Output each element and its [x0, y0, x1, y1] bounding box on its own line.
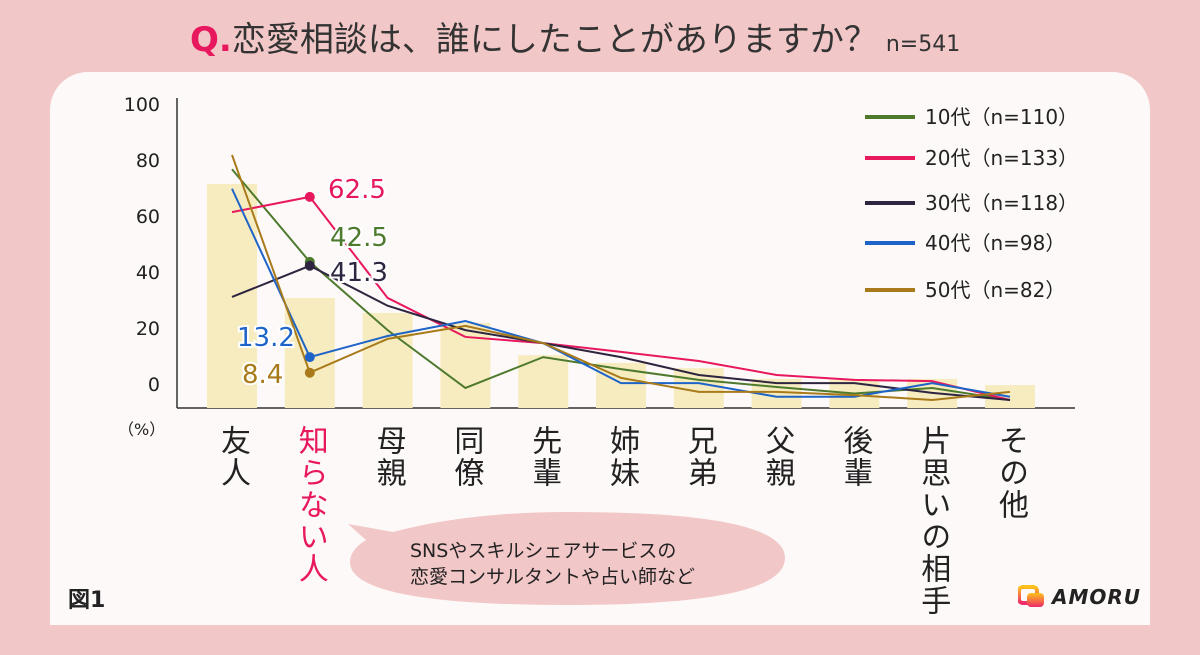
data-point-marker [304, 260, 315, 271]
data-label: 62.5 [328, 175, 386, 205]
callout-text: SNSやスキルシェアサービスの 恋愛コンサルタントや占い師など [410, 538, 695, 590]
data-point-marker [304, 352, 315, 363]
category-label: 姉妹 [604, 425, 639, 489]
series-line-1 [231, 195, 1011, 401]
category-label: 片思いの相手 [915, 425, 951, 617]
amoru-logo-icon [1018, 585, 1044, 607]
chart-title: Q.恋愛相談は、誰にしたことがありますか？ n=541 [190, 12, 960, 61]
y-tick-label: 80 [136, 150, 160, 172]
logo: AMORU [1018, 585, 1141, 609]
question-text: 恋愛相談は、誰にしたことがありますか？ [231, 20, 878, 60]
figure-label: 図1 [68, 588, 106, 613]
legend-label-0: 10代（n=110） [925, 105, 1078, 129]
data-label: 42.5 [330, 223, 388, 253]
callout-line-1: SNSやスキルシェアサービスの [410, 540, 677, 562]
category-label: その他 [993, 425, 1028, 521]
y-tick-label: 100 [124, 94, 160, 116]
question-prefix: Q. [190, 20, 232, 60]
category-label: 後輩 [837, 425, 873, 489]
logo-text: AMORU [1052, 585, 1142, 609]
category-label: 同僚 [448, 425, 484, 489]
category-label: 母親 [370, 425, 406, 489]
data-point-marker [304, 367, 315, 378]
series-line-4 [231, 154, 1011, 402]
y-tick-label: 20 [136, 318, 160, 340]
data-label: 41.3 [330, 258, 388, 288]
legend-label-2: 30代（n=118） [925, 191, 1078, 215]
category-label: 友人 [215, 425, 250, 489]
data-label: 8.4 [242, 360, 283, 390]
y-unit-label: （%） [118, 420, 166, 439]
callout-line-2: 恋愛コンサルタントや占い師など [410, 566, 696, 588]
y-tick-label: 0 [148, 374, 160, 396]
bar-3 [440, 322, 491, 408]
data-label: 13.2 [237, 323, 295, 353]
category-label: 知らない人 [292, 425, 328, 585]
callout-bubble [348, 512, 785, 605]
series-line-3 [231, 188, 1011, 398]
series-line-2 [231, 264, 1011, 401]
legend-label-1: 20代（n=133） [925, 146, 1078, 170]
category-label: 兄弟 [681, 425, 717, 489]
category-label: 父親 [759, 425, 795, 489]
y-tick-label: 60 [136, 206, 160, 228]
category-label: 先輩 [526, 425, 562, 489]
y-tick-label: 40 [136, 262, 160, 284]
data-point-marker [304, 191, 315, 202]
legend-label-4: 50代（n=82） [925, 278, 1065, 302]
legend-label-3: 40代（n=98） [925, 231, 1065, 255]
bar-2 [362, 312, 413, 408]
sample-size: n=541 [885, 32, 961, 57]
